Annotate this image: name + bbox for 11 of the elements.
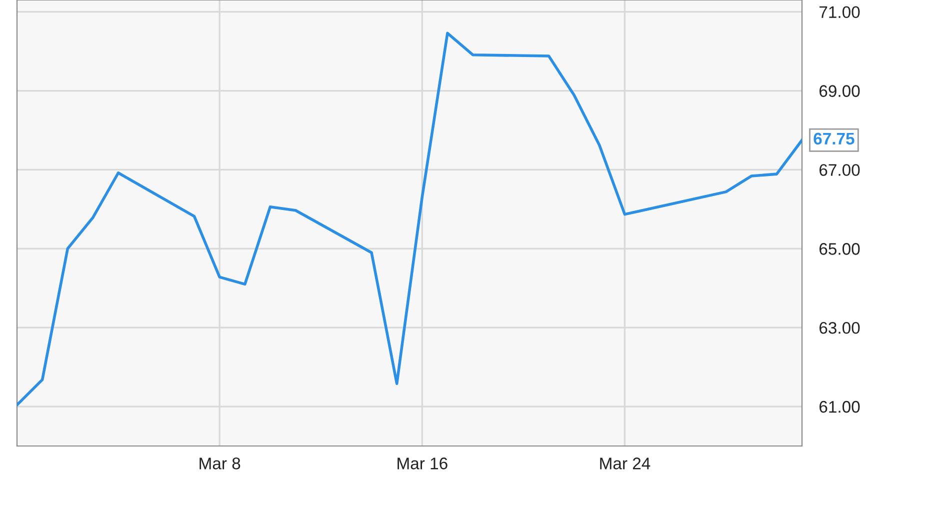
- x-tick-label: Mar 24: [600, 458, 650, 470]
- line-series: [17, 32, 802, 406]
- y-tick-label: 63.00: [820, 322, 860, 334]
- y-tick-label: 69.00: [820, 85, 860, 97]
- y-tick-label: 61.00: [820, 400, 860, 413]
- x-tick-label: Mar 8: [200, 458, 240, 470]
- annotation: 67.75: [814, 132, 854, 145]
- y-tick-label: 71.00: [820, 6, 860, 18]
- x-tick-label: Mar 16: [398, 458, 448, 470]
- y-tick-label: 67.00: [820, 164, 860, 176]
- y-tick-label: 65.00: [820, 243, 860, 255]
